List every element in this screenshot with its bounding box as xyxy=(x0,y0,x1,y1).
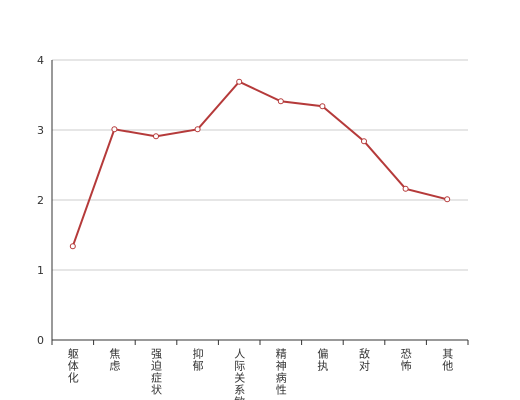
x-tick-label: 强迫症状 xyxy=(150,348,163,396)
y-tick-label: 2 xyxy=(37,194,44,207)
line xyxy=(71,80,448,247)
y-tick-label: 0 xyxy=(37,334,44,347)
y-tick-label: 4 xyxy=(37,54,44,67)
point xyxy=(444,196,451,203)
point xyxy=(277,98,284,105)
x-tick-label: 抑郁 xyxy=(191,347,204,372)
x-tick-label: 敌对 xyxy=(358,347,371,372)
x-tick-label: 偏执 xyxy=(316,347,329,372)
x-tick-label: 躯体化 xyxy=(66,348,79,384)
point xyxy=(153,133,159,140)
point xyxy=(69,243,76,250)
point xyxy=(319,103,326,110)
y-tick-label: 3 xyxy=(37,124,44,137)
y-tick-label: 1 xyxy=(37,264,44,277)
point xyxy=(111,126,118,133)
x-tick-label: 焦虑 xyxy=(108,348,121,372)
x-tick-label: 人际关系敏感 xyxy=(233,348,246,400)
x-tick-label: 其他 xyxy=(441,348,454,372)
x-tick-label: 恐怖 xyxy=(399,348,412,372)
point xyxy=(194,126,201,133)
x-tick-label: 精神病性 xyxy=(274,348,287,396)
point xyxy=(361,138,367,145)
point xyxy=(402,185,409,192)
point xyxy=(236,78,243,85)
